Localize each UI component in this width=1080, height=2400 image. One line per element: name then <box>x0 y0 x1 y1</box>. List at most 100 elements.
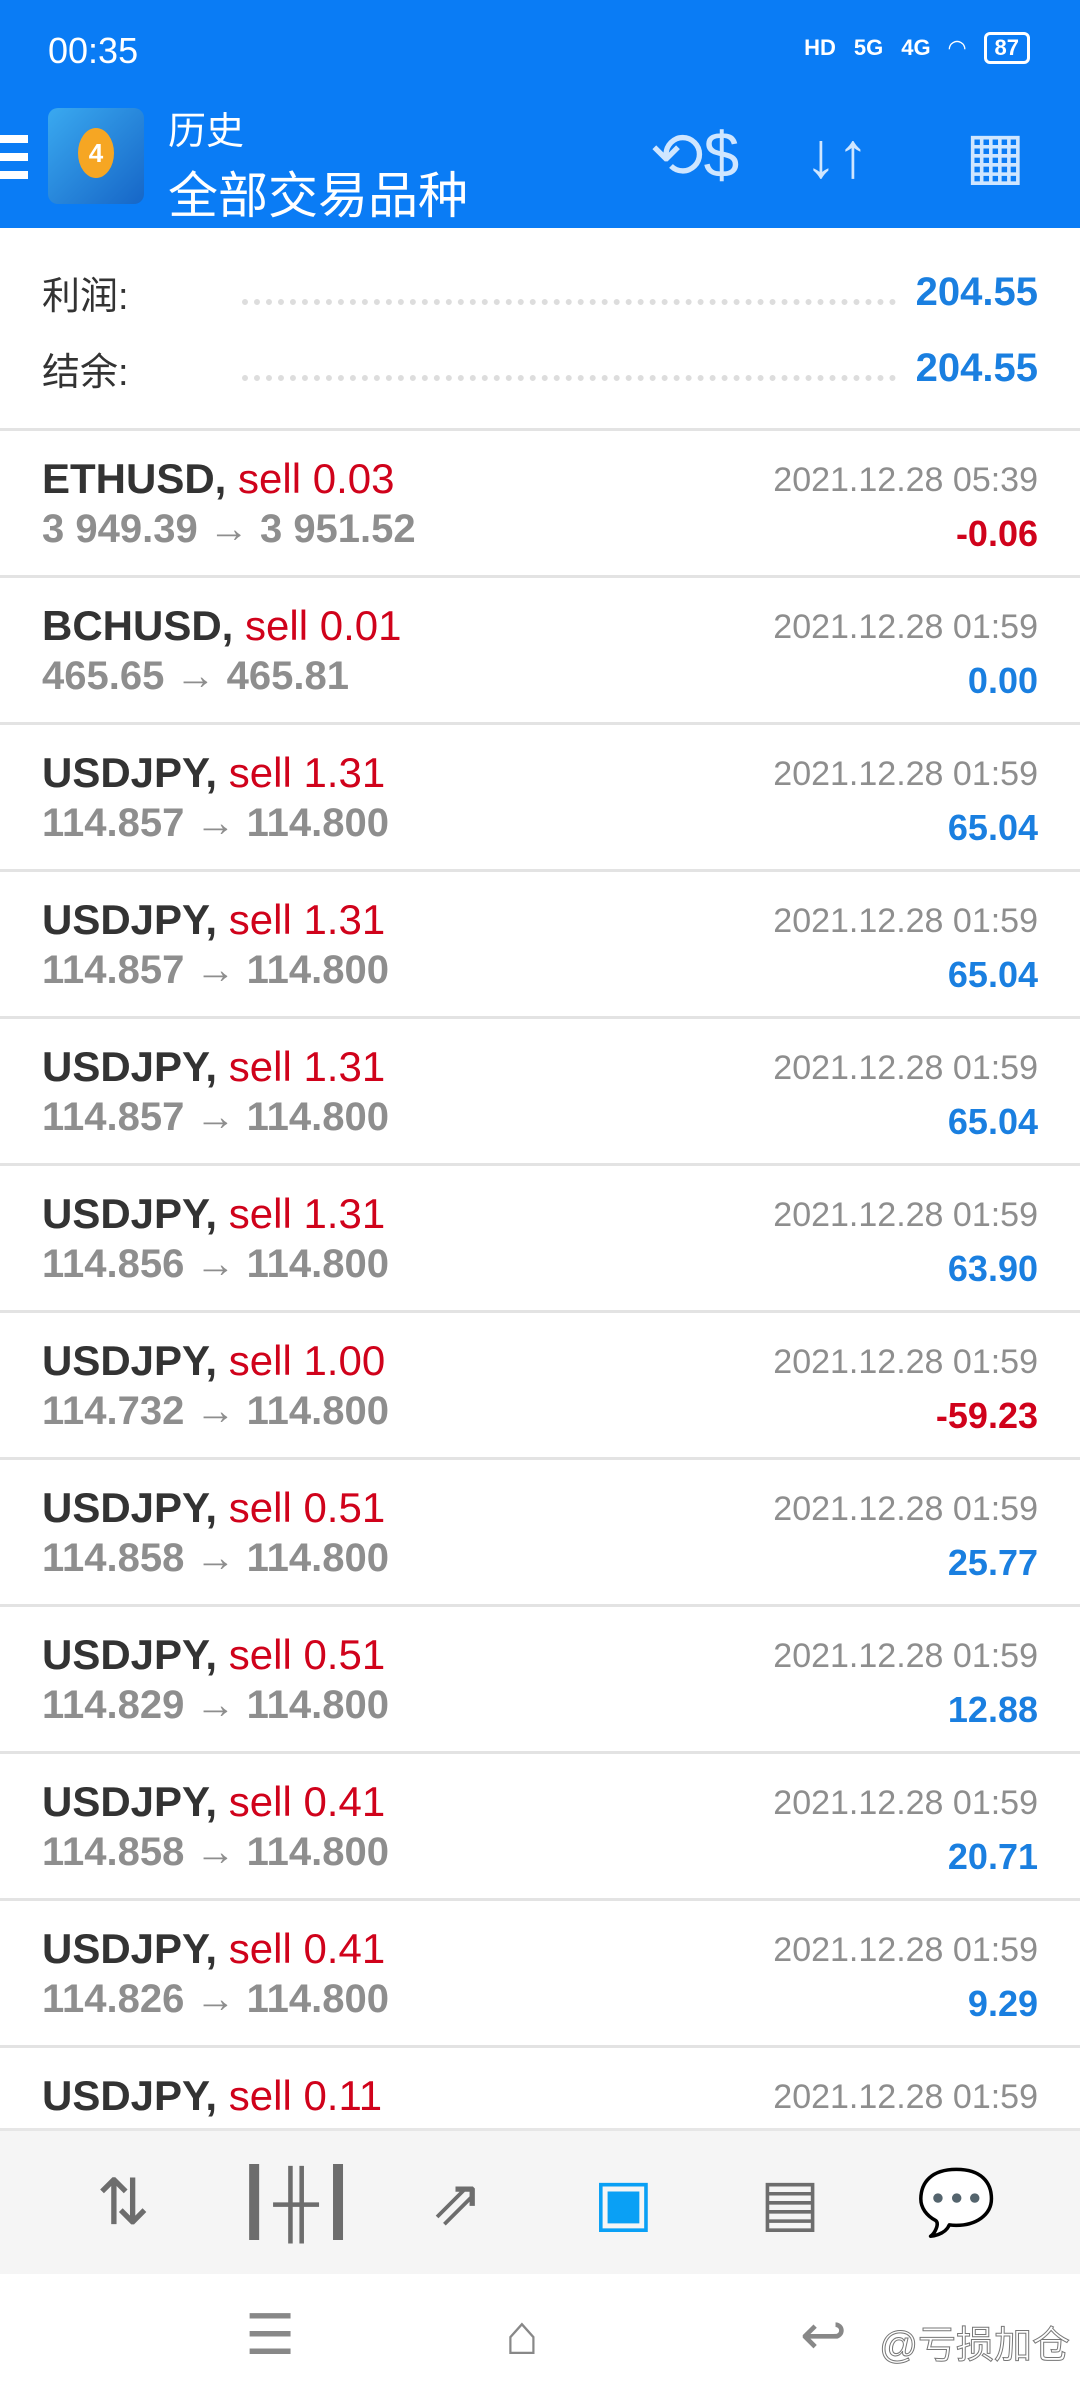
close-price: 114.800 <box>246 1389 390 1433</box>
trade-row[interactable]: USDJPY, sell 0.51 114.858 → 114.800 2021.1… <box>0 1460 1080 1607</box>
symbol: USDJPY, <box>42 1043 218 1090</box>
trade-row[interactable]: ETHUSD, sell 0.03 3 949.39 → 3 951.52 2021… <box>0 431 1080 578</box>
trade-row[interactable]: USDJPY, sell 0.51 114.829 → 114.800 2021.1… <box>0 1607 1080 1754</box>
trade-row[interactable]: USDJPY, sell 1.31 114.856 → 114.800 2021.1… <box>0 1166 1080 1313</box>
trade-side-volume: sell 1.00 <box>228 1337 386 1384</box>
symbol: USDJPY, <box>42 1631 218 1678</box>
bottom-nav: ⇅ ┃╫┃ ⇗ ▣ ▤ 💬 <box>0 2128 1080 2274</box>
close-price: 114.800 <box>246 1683 390 1727</box>
dots-leader <box>242 295 896 305</box>
trade-time: 2021.12.28 05:39 <box>773 461 1038 499</box>
trade-time: 2021.12.28 01:59 <box>773 2078 1038 2116</box>
trade-title: USDJPY, sell 1.31 <box>42 896 385 944</box>
quotes-icon[interactable]: ⇅ <box>96 2166 151 2238</box>
trade-title: ETHUSD, sell 0.03 <box>42 455 394 503</box>
chat-icon[interactable]: 💬 <box>916 2166 997 2238</box>
trade-title: BCHUSD, sell 0.01 <box>42 602 401 650</box>
open-price: 114.857 <box>42 1095 185 1139</box>
chart-icon[interactable]: ┃╫┃ <box>234 2166 358 2238</box>
status-icons: HD 5G 4G ◠ 87 <box>804 32 1030 64</box>
close-price: 114.800 <box>246 1977 390 2021</box>
close-price: 114.800 <box>246 948 390 992</box>
price-range: 114.857 → 114.800 <box>42 1095 389 1140</box>
home-icon[interactable]: ⌂ <box>505 2303 539 2366</box>
trade-time: 2021.12.28 01:59 <box>773 1196 1038 1234</box>
close-price: 465.81 <box>226 654 349 698</box>
trade-profit: 0.00 <box>967 660 1038 701</box>
trade-time: 2021.12.28 01:59 <box>773 755 1038 793</box>
symbol: USDJPY, <box>42 1925 218 1972</box>
trade-row[interactable]: USDJPY, sell 1.00 114.732 → 114.800 2021.1… <box>0 1313 1080 1460</box>
trade-profit: 9.29 <box>967 1983 1038 2024</box>
trade-row[interactable]: USDJPY, sell 1.31 114.857 → 114.800 2021.1… <box>0 872 1080 1019</box>
trade-profit: 63.90 <box>947 1248 1038 1289</box>
trade-side-volume: sell 0.41 <box>228 1925 386 1972</box>
arrow-icon: → <box>195 948 236 992</box>
trade-profit: 65.04 <box>947 1101 1038 1142</box>
close-price: 114.800 <box>246 1536 390 1580</box>
page-subtitle: 历史 <box>168 111 245 153</box>
arrow-icon: → <box>208 507 249 551</box>
arrow-icon: → <box>195 1095 236 1139</box>
symbol: USDJPY, <box>42 1190 218 1237</box>
trade-title: USDJPY, sell 1.31 <box>42 1043 385 1091</box>
open-price: 3 949.39 <box>42 507 198 551</box>
trade-profit: 12.88 <box>947 1689 1038 1730</box>
trade-side-volume: sell 0.51 <box>228 1484 386 1531</box>
trade-time: 2021.12.28 01:59 <box>773 902 1038 940</box>
app-header: 00:35 HD 5G 4G ◠ 87 历史 全部交易品种 ⟲$ ↓↑ ▦ <box>0 0 1080 228</box>
trade-profit: 20.71 <box>947 1836 1038 1877</box>
price-range: 114.829 → 114.800 <box>42 1683 389 1728</box>
trade-icon[interactable]: ⇗ <box>429 2166 484 2238</box>
trade-row[interactable]: USDJPY, sell 1.31 114.857 → 114.800 2021.1… <box>0 1019 1080 1166</box>
arrow-icon: → <box>195 801 236 845</box>
symbol: ETHUSD, <box>42 455 227 502</box>
trade-title: USDJPY, sell 0.51 <box>42 1631 385 1679</box>
profit-row: 利润: 204.55 <box>42 262 1038 322</box>
trade-title: USDJPY, sell 1.00 <box>42 1337 385 1385</box>
trade-time: 2021.12.28 01:59 <box>773 1784 1038 1822</box>
symbol: USDJPY, <box>42 1484 218 1531</box>
trade-profit: -0.06 <box>955 513 1038 554</box>
trade-side-volume: sell 0.11 <box>228 2072 383 2119</box>
open-price: 114.856 <box>42 1242 185 1286</box>
close-price: 3 951.52 <box>259 507 416 551</box>
trade-time: 2021.12.28 01:59 <box>773 1637 1038 1675</box>
trade-title: USDJPY, sell 0.41 <box>42 1778 385 1826</box>
status-time: 00:35 <box>48 30 139 71</box>
recent-apps-icon[interactable]: ☰ <box>245 2303 296 2366</box>
system-nav-bar: ☰ ⌂ ↩ @亏损加仓 <box>0 2274 1080 2400</box>
back-icon[interactable]: ↩ <box>800 2303 847 2366</box>
menu-icon[interactable] <box>0 135 28 189</box>
price-range: 114.857 → 114.800 <box>42 801 389 846</box>
trade-row[interactable]: USDJPY, sell 1.31 114.857 → 114.800 2021.1… <box>0 725 1080 872</box>
trade-row[interactable]: USDJPY, sell 0.41 114.858 → 114.800 2021.1… <box>0 1754 1080 1901</box>
trade-side-volume: sell 1.31 <box>228 749 386 796</box>
trade-side-volume: sell 0.03 <box>238 455 395 502</box>
battery-icon: 87 <box>983 32 1030 64</box>
open-price: 114.732 <box>42 1389 185 1433</box>
arrow-icon: → <box>195 1683 236 1727</box>
trade-row[interactable]: USDJPY, sell 0.41 114.826 → 114.800 2021.1… <box>0 1901 1080 2048</box>
page-title[interactable]: 全部交易品种 <box>168 168 468 224</box>
trade-time: 2021.12.28 01:59 <box>773 1931 1038 1969</box>
4g-signal-icon: 4G <box>901 35 931 60</box>
arrow-icon: → <box>195 1830 236 1874</box>
calendar-icon[interactable]: ▦ <box>965 119 1026 191</box>
open-price: 114.858 <box>42 1830 185 1874</box>
news-icon[interactable]: ▤ <box>759 2166 821 2238</box>
arrow-icon: → <box>175 654 216 698</box>
currency-exchange-icon[interactable]: ⟲$ <box>650 119 740 191</box>
trade-time: 2021.12.28 01:59 <box>773 1490 1038 1528</box>
price-range: 114.732 → 114.800 <box>42 1389 389 1434</box>
trade-title: USDJPY, sell 0.51 <box>42 1484 385 1532</box>
sort-icon[interactable]: ↓↑ <box>805 119 869 191</box>
open-price: 114.858 <box>42 1536 185 1580</box>
symbol: USDJPY, <box>42 896 218 943</box>
history-icon[interactable]: ▣ <box>593 2166 654 2238</box>
price-range: 465.65 → 465.81 <box>42 654 349 699</box>
arrow-icon: → <box>195 1977 236 2021</box>
trade-row[interactable]: BCHUSD, sell 0.01 465.65 → 465.81 2021.12.… <box>0 578 1080 725</box>
trade-side-volume: sell 0.01 <box>245 602 402 649</box>
trade-title: USDJPY, sell 1.31 <box>42 1190 385 1238</box>
